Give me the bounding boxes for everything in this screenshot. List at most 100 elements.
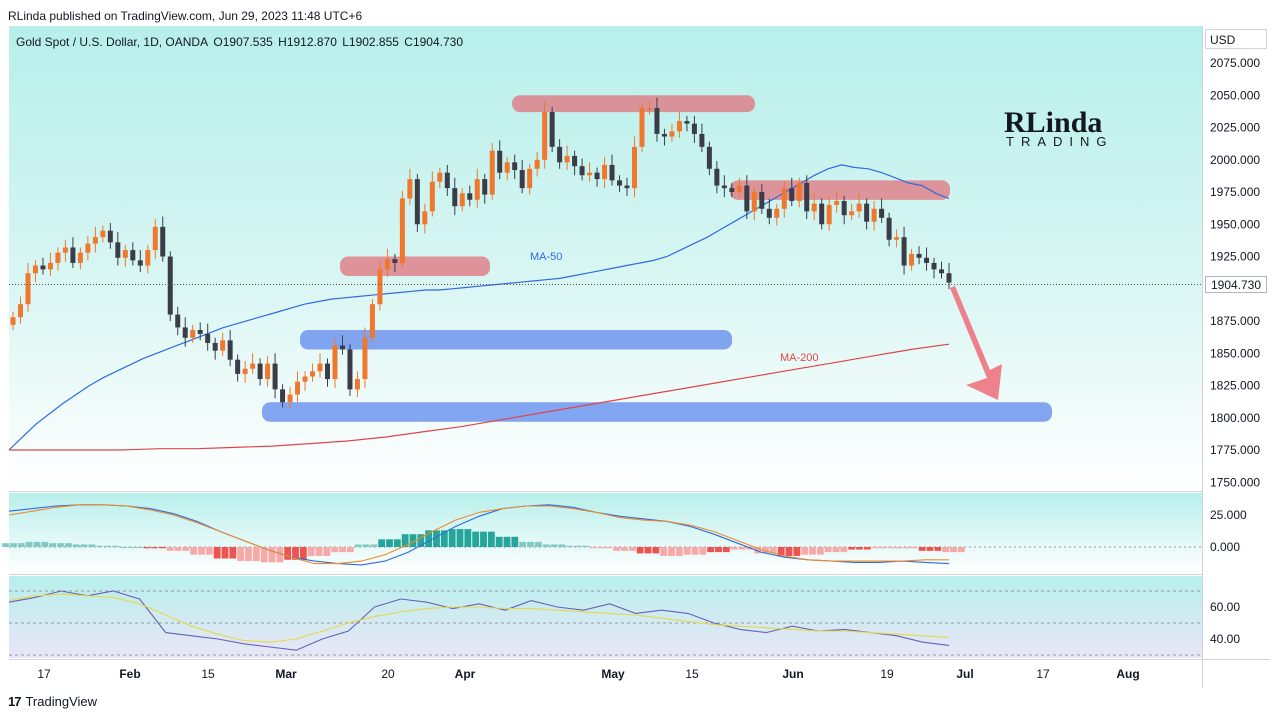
candle xyxy=(534,152,540,177)
macd-histogram-bar xyxy=(730,547,738,550)
candle xyxy=(55,247,61,271)
macd-histogram-bar xyxy=(10,543,17,547)
rsi-tick-label: 40.00 xyxy=(1210,632,1240,646)
candle-body xyxy=(452,188,458,207)
candle xyxy=(257,358,263,386)
macd-histogram-bar xyxy=(605,547,613,549)
macd-histogram-bar xyxy=(574,545,581,547)
candle-body xyxy=(519,170,525,189)
candle xyxy=(804,175,810,220)
macd-histogram-bar xyxy=(299,547,307,560)
macd-histogram-bar xyxy=(762,547,769,554)
candle xyxy=(639,102,645,153)
candle-body xyxy=(220,340,226,351)
symbol-name[interactable]: Gold Spot / U.S. Dollar, 1D, OANDA xyxy=(16,35,209,49)
macd-signal-line xyxy=(8,504,949,565)
candle-body xyxy=(317,363,323,372)
candle xyxy=(572,150,578,176)
candle-body xyxy=(661,133,667,137)
macd-histogram-bar xyxy=(660,547,668,556)
candle-body xyxy=(399,198,405,263)
time-tick-label: 15 xyxy=(201,667,215,681)
candle-body xyxy=(459,193,465,207)
macd-histogram-bar xyxy=(527,541,534,547)
macd-histogram-bar xyxy=(668,547,675,556)
candle xyxy=(160,216,166,262)
candle-body xyxy=(572,155,578,167)
candle xyxy=(916,246,922,265)
candle xyxy=(437,167,443,189)
macd-histogram-bar xyxy=(675,547,683,556)
macd-histogram-bar xyxy=(738,547,746,550)
candle-body xyxy=(864,203,870,222)
candle xyxy=(931,257,937,279)
macd-histogram-bar xyxy=(519,541,527,547)
candle-body xyxy=(744,185,750,212)
macd-histogram-bar xyxy=(934,547,942,551)
candle-body xyxy=(684,121,690,124)
macd-histogram-bar xyxy=(433,530,440,547)
macd-histogram-bar xyxy=(503,536,511,547)
candle xyxy=(212,337,218,360)
candle-body xyxy=(242,368,248,374)
candle-body xyxy=(302,376,308,382)
candle xyxy=(272,353,278,399)
candle xyxy=(736,177,742,199)
macd-histogram-bar xyxy=(339,547,346,553)
candle xyxy=(871,201,877,231)
candle xyxy=(497,140,503,180)
candle xyxy=(317,353,323,378)
rsi-ma-line xyxy=(8,593,950,643)
macd-histogram-bar xyxy=(88,544,96,547)
candle xyxy=(295,371,301,403)
macd-histogram-bar xyxy=(707,547,715,553)
candle-body xyxy=(205,333,211,343)
candle-body xyxy=(542,112,548,160)
candle-body xyxy=(579,166,585,176)
candle xyxy=(489,142,495,200)
candle-body xyxy=(122,250,128,258)
candle-body xyxy=(444,172,450,189)
candle-body xyxy=(384,259,390,270)
candle xyxy=(40,257,46,275)
candle xyxy=(324,358,330,387)
candle-body xyxy=(729,188,735,192)
candle-body xyxy=(856,203,862,212)
candle xyxy=(504,157,510,181)
candle xyxy=(886,212,892,247)
macd-histogram-bar xyxy=(777,547,785,556)
macd-histogram-bar xyxy=(809,547,816,555)
candle-body xyxy=(789,188,795,202)
candle xyxy=(92,226,98,253)
candle-body xyxy=(474,179,480,200)
time-tick-label: 17 xyxy=(1036,667,1050,681)
candle xyxy=(220,332,226,356)
macd-histogram-bar xyxy=(801,547,809,555)
macd-histogram-bar xyxy=(292,547,299,560)
candle-body xyxy=(669,131,675,137)
candle-body xyxy=(901,237,907,266)
candle-body xyxy=(145,250,151,266)
currency-selector[interactable]: USD xyxy=(1205,29,1267,49)
candle xyxy=(691,115,697,143)
candle-body xyxy=(676,121,682,132)
candle xyxy=(250,353,256,374)
macd-histogram-bar xyxy=(863,547,871,550)
publish-header: RLinda published on TradingView.com, Jun… xyxy=(8,9,363,23)
ma200-label: MA-200 xyxy=(780,352,819,364)
tradingview-brand[interactable]: TradingView xyxy=(25,694,98,709)
candle-body xyxy=(557,146,563,163)
macd-histogram-bar xyxy=(824,547,832,553)
candle-body xyxy=(10,317,16,325)
candle-body xyxy=(422,211,428,225)
candle-body xyxy=(617,180,623,186)
macd-histogram-bar xyxy=(119,547,127,548)
candle-body xyxy=(197,330,203,334)
macd-pane-background xyxy=(9,493,1202,573)
macd-histogram-bar xyxy=(487,531,495,547)
candle-body xyxy=(190,330,196,338)
zones-layer xyxy=(262,95,1052,422)
price-tick-label: 1850.000 xyxy=(1210,346,1260,360)
macd-histogram-bar xyxy=(166,547,174,551)
